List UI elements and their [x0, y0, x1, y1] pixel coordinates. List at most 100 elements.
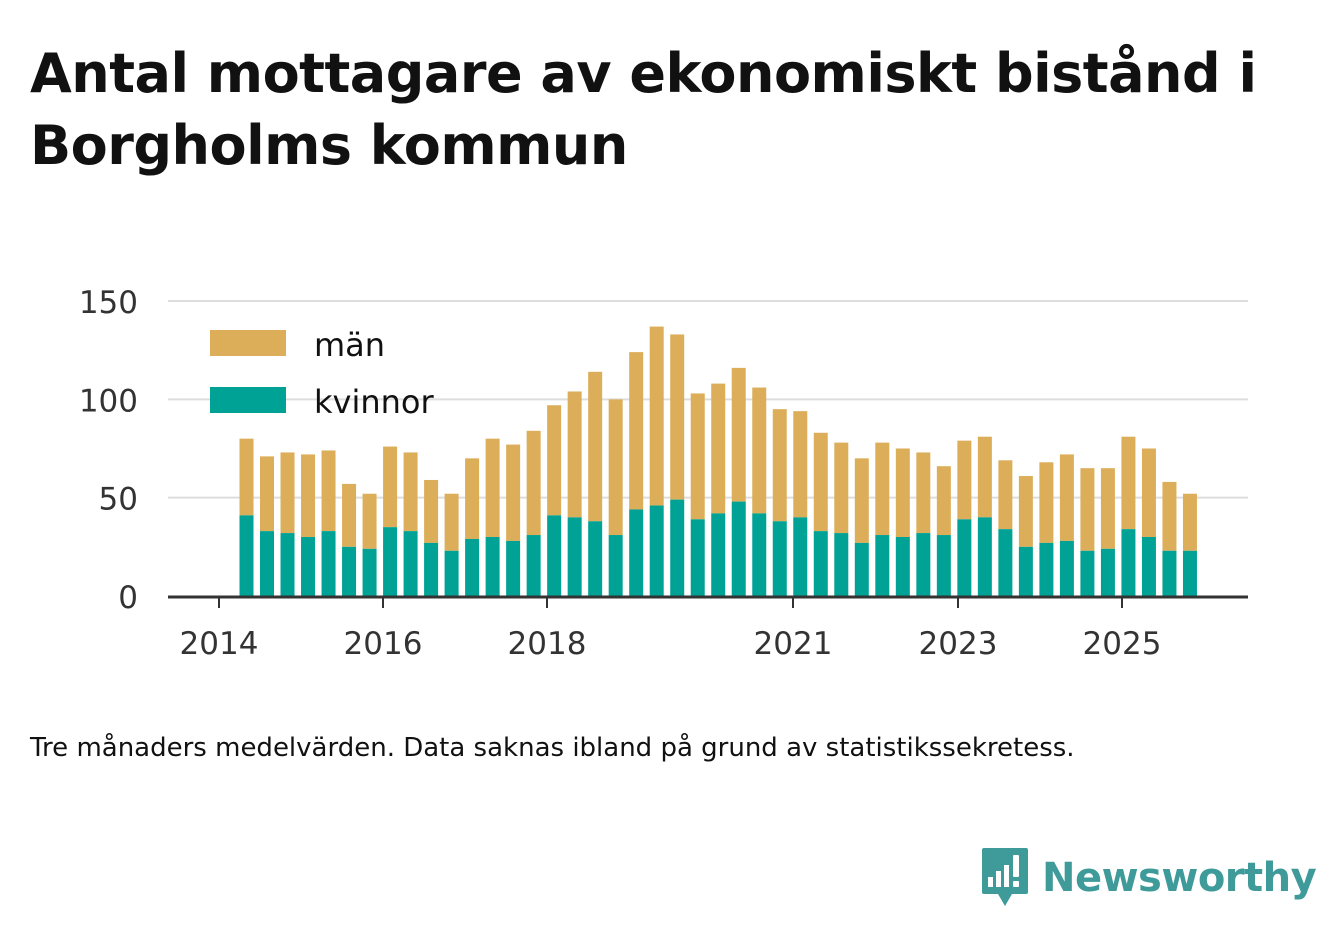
- brand-logo[interactable]: Newsworthy: [980, 846, 1317, 910]
- bar-man: [629, 352, 644, 510]
- bar-kvinnor: [936, 535, 951, 596]
- legend: män kvinnor: [210, 326, 435, 421]
- y-tick-label: 50: [99, 482, 138, 518]
- bar-man: [301, 454, 316, 537]
- bar-man: [1059, 454, 1074, 541]
- bar-kvinnor: [485, 537, 500, 596]
- y-tick-label: 150: [79, 285, 138, 321]
- bar-man: [383, 446, 398, 528]
- bar-man: [260, 456, 275, 532]
- bar-man: [342, 483, 357, 547]
- bar-kvinnor: [1100, 548, 1115, 596]
- bar-kvinnor: [362, 548, 377, 596]
- bar-man: [465, 458, 480, 539]
- chart-title: Antal mottagare av ekonomiskt bistånd i …: [30, 42, 1257, 177]
- bar-man: [1100, 468, 1115, 549]
- bar-kvinnor: [998, 529, 1013, 596]
- bar-kvinnor: [260, 531, 275, 596]
- bar-kvinnor: [424, 542, 439, 596]
- bar-kvinnor: [239, 515, 254, 596]
- bar-kvinnor: [752, 513, 767, 596]
- legend-label-kvinnor: kvinnor: [314, 383, 435, 421]
- bar-man: [485, 438, 500, 537]
- bar-kvinnor: [526, 535, 541, 596]
- bar-man: [649, 326, 664, 506]
- footnote: Tre månaders medelvärden. Data saknas ib…: [30, 733, 1075, 763]
- y-tick-label: 0: [118, 580, 138, 616]
- bar-kvinnor: [793, 517, 808, 596]
- bar-kvinnor: [916, 533, 931, 596]
- bar-kvinnor: [731, 501, 746, 596]
- stacked-bar-chart: 0 50 100 150 2014 2016 2018 2021 2023 2025 män k…: [79, 285, 1248, 662]
- bar-man: [567, 391, 582, 518]
- bar-kvinnor: [1018, 546, 1033, 596]
- bar-kvinnor: [1080, 550, 1095, 596]
- bar-kvinnor: [834, 533, 849, 596]
- bar-man: [936, 466, 951, 536]
- bar-man: [690, 393, 705, 520]
- x-tick-label: 2023: [919, 626, 998, 662]
- bar-kvinnor: [1121, 529, 1136, 596]
- bar-man: [1018, 476, 1033, 547]
- bar-man: [977, 436, 992, 518]
- bar-man: [875, 442, 890, 536]
- bar-man: [362, 493, 377, 549]
- bar-kvinnor: [690, 519, 705, 596]
- bar-kvinnor: [1182, 550, 1197, 596]
- bar-man: [424, 479, 439, 543]
- bar-man: [834, 442, 849, 534]
- bar-kvinnor: [280, 533, 295, 596]
- bar-man: [957, 440, 972, 520]
- bar-kvinnor: [506, 540, 521, 596]
- bar-man: [916, 452, 931, 534]
- bar-kvinnor: [895, 537, 910, 596]
- bar-kvinnor: [649, 505, 664, 596]
- bar-man: [793, 411, 808, 518]
- x-tick-label: 2014: [180, 626, 259, 662]
- legend-label-man: män: [314, 326, 385, 364]
- bar-kvinnor: [1059, 540, 1074, 596]
- bar-man: [608, 399, 623, 536]
- bar-kvinnor: [1039, 542, 1054, 596]
- bar-man: [1182, 493, 1197, 551]
- y-axis-tick-labels: 0 50 100 150: [79, 285, 138, 616]
- bar-kvinnor: [629, 509, 644, 596]
- bar-man: [895, 448, 910, 537]
- bar-man: [588, 371, 603, 522]
- bar-man: [670, 334, 685, 500]
- bar-kvinnor: [567, 517, 582, 596]
- x-tick-label: 2025: [1083, 626, 1162, 662]
- bar-man: [280, 452, 295, 534]
- bar-kvinnor: [875, 535, 890, 596]
- bar-kvinnor: [608, 535, 623, 596]
- y-tick-label: 100: [79, 383, 138, 419]
- x-tick-label: 2018: [508, 626, 587, 662]
- bar-man: [752, 387, 767, 514]
- legend-swatch-man: [210, 330, 286, 356]
- bar-kvinnor: [957, 519, 972, 596]
- bar-man: [772, 409, 787, 522]
- bar-man: [1121, 436, 1136, 530]
- bar-kvinnor: [1162, 550, 1177, 596]
- bar-man: [711, 383, 726, 514]
- bar-kvinnor: [772, 521, 787, 596]
- bar-man: [321, 450, 336, 532]
- bar-kvinnor: [465, 538, 480, 596]
- bar-kvinnor: [1141, 537, 1156, 596]
- bar-man: [813, 432, 828, 532]
- x-tick-label: 2021: [754, 626, 833, 662]
- bar-kvinnor: [342, 546, 357, 596]
- bar-man: [998, 460, 1013, 530]
- bar-kvinnor: [383, 527, 398, 596]
- bar-man: [1141, 448, 1156, 537]
- x-axis-ticks: 2014 2016 2018 2021 2023 2025: [180, 596, 1162, 662]
- bar-kvinnor: [547, 515, 562, 596]
- bar-man: [526, 430, 541, 536]
- newsworthy-logo-icon: [982, 848, 1028, 906]
- bar-kvinnor: [670, 499, 685, 596]
- bar-kvinnor: [321, 531, 336, 596]
- bar-kvinnor: [977, 517, 992, 596]
- legend-swatch-kvinnor: [210, 387, 286, 413]
- bar-kvinnor: [301, 537, 316, 596]
- bar-kvinnor: [854, 542, 869, 596]
